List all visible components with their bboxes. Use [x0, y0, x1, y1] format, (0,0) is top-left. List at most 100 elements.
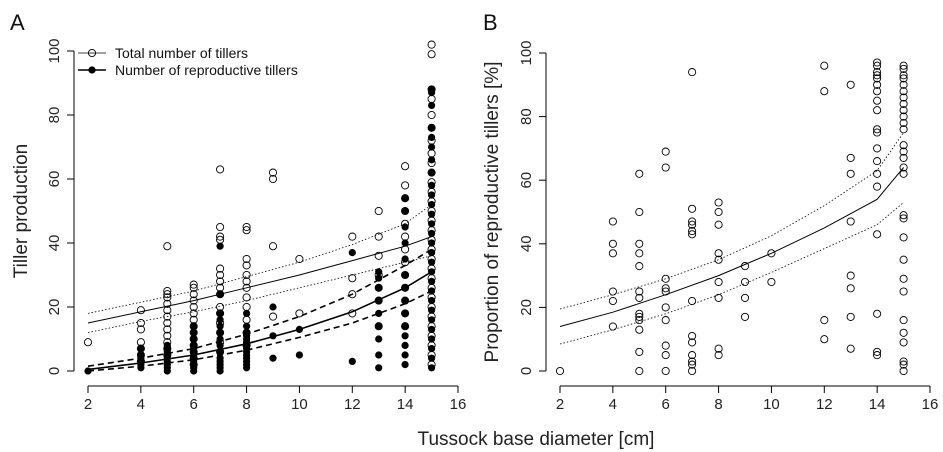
data-point-reproductive — [137, 364, 145, 372]
data-point-reproductive — [375, 297, 383, 305]
data-point-total — [899, 141, 908, 150]
data-point-reproductive — [401, 341, 409, 350]
y-tick-label: 40 — [518, 235, 535, 252]
data-point-total — [740, 312, 750, 321]
data-point-total — [189, 280, 198, 289]
data-point-total — [899, 338, 908, 347]
data-point-reproductive — [84, 367, 92, 375]
data-point-total — [873, 80, 882, 89]
data-point-reproductive — [216, 242, 224, 250]
data-point-total — [714, 255, 723, 264]
data-point-total — [873, 351, 882, 360]
data-point-total — [242, 277, 251, 286]
data-point-total — [661, 284, 670, 293]
data-point-total — [608, 217, 617, 226]
data-point-reproductive — [428, 354, 436, 362]
data-point-total — [216, 232, 225, 241]
data-point-total — [899, 125, 908, 134]
fit-curve — [559, 167, 904, 327]
data-point-total — [635, 287, 644, 296]
y-tick-label: 100 — [46, 38, 63, 63]
data-point-total — [163, 325, 172, 334]
data-point-reproductive — [428, 220, 436, 228]
data-point-total — [873, 125, 882, 134]
data-point-total — [873, 169, 882, 178]
data-point-reproductive — [137, 345, 145, 353]
data-point-total — [899, 74, 908, 83]
y-axis-title: Proportion of reproductive tillers [%] — [482, 62, 503, 363]
data-point-reproductive — [216, 367, 224, 375]
y-tick-label: 20 — [46, 299, 63, 316]
data-point-total — [661, 316, 670, 325]
data-point-reproductive — [401, 255, 409, 263]
data-point-total — [635, 293, 644, 302]
data-point-total — [136, 325, 145, 334]
data-point-total — [661, 366, 670, 376]
data-point-total — [899, 316, 908, 325]
data-point-reproductive — [401, 284, 409, 292]
data-point-total — [661, 274, 670, 283]
data-point-total — [688, 360, 697, 369]
data-point-total — [899, 118, 908, 128]
data-point-reproductive — [190, 322, 198, 330]
data-point-reproductive — [216, 329, 224, 337]
y-tick-label: 0 — [518, 367, 535, 375]
data-point-total — [899, 357, 908, 366]
data-point-reproductive — [216, 335, 224, 343]
data-point-total — [767, 277, 776, 287]
data-point-reproductive — [428, 101, 436, 109]
data-point-reproductive — [428, 277, 436, 286]
data-point-total — [688, 331, 697, 341]
data-point-total — [401, 309, 410, 318]
x-tick-label: 12 — [344, 396, 361, 413]
data-point-total — [163, 331, 172, 340]
data-point-reproductive — [269, 332, 277, 340]
data-point-total — [374, 296, 383, 305]
x-tick-label: 4 — [137, 396, 145, 413]
data-point-total — [873, 128, 882, 137]
data-point-total — [216, 277, 225, 286]
data-point-total — [374, 322, 383, 331]
data-point-total — [873, 68, 882, 77]
data-point-total — [873, 144, 882, 153]
data-point-total — [846, 169, 855, 178]
data-point-total — [899, 147, 908, 156]
data-point-reproductive — [216, 322, 224, 330]
x-tick-label: 4 — [609, 396, 617, 413]
data-point-total — [401, 181, 410, 190]
data-point-reproductive — [216, 348, 224, 356]
confidence-band-curve-reproductive — [87, 290, 432, 372]
data-point-total — [846, 217, 855, 226]
data-point-reproductive — [375, 322, 383, 330]
data-point-reproductive — [269, 354, 277, 362]
data-point-total — [163, 290, 172, 299]
data-point-total — [714, 351, 723, 360]
x-tick-label: 8 — [714, 396, 722, 413]
data-point-total — [268, 168, 278, 177]
data-point-total — [374, 283, 383, 292]
legend-label-total: Total number of tillers — [115, 45, 248, 61]
data-point-reproductive — [428, 201, 436, 209]
x-tick-label: 14 — [397, 396, 414, 413]
x-tick-label: 6 — [190, 396, 198, 413]
data-point-total — [295, 254, 304, 264]
data-point-total — [899, 287, 908, 296]
data-point-total — [242, 293, 251, 302]
data-point-total — [136, 318, 145, 328]
data-point-total — [189, 309, 198, 318]
y-tick-label: 80 — [46, 107, 63, 124]
data-point-total — [899, 61, 908, 70]
fit-curve — [87, 236, 432, 324]
data-point-total — [688, 230, 697, 239]
data-point-reproductive — [428, 345, 436, 353]
data-point-total — [899, 112, 908, 121]
data-point-total — [608, 322, 617, 331]
data-point-total — [714, 207, 723, 217]
data-point-total — [635, 249, 644, 258]
x-tick-label: 10 — [763, 396, 780, 413]
data-point-total — [401, 232, 410, 241]
data-point-total — [873, 71, 882, 80]
data-point-total — [714, 277, 723, 287]
data-point-total — [348, 290, 357, 299]
data-point-total — [635, 347, 644, 356]
